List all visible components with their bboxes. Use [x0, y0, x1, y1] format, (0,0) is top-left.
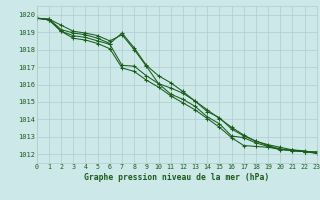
- X-axis label: Graphe pression niveau de la mer (hPa): Graphe pression niveau de la mer (hPa): [84, 173, 269, 182]
